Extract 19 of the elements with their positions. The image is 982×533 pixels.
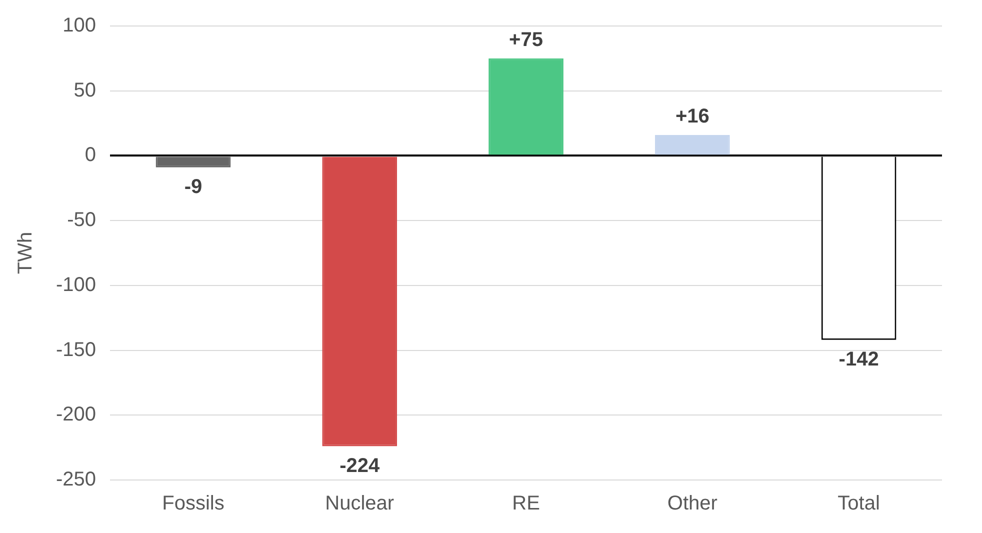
- x-tick-label: Fossils: [162, 492, 224, 515]
- x-tick-label: RE: [512, 492, 540, 515]
- y-tick-label: -250: [56, 468, 96, 491]
- x-tick-label: Other: [667, 492, 718, 515]
- data-label: -9: [184, 176, 202, 198]
- data-label: +75: [509, 28, 543, 51]
- y-tick-label: -50: [67, 209, 96, 232]
- y-tick-label: -150: [56, 338, 96, 361]
- y-axis-title: TWh: [14, 232, 37, 274]
- y-tick-label: 50: [74, 79, 96, 102]
- y-tick-label: -200: [56, 404, 96, 426]
- y-tick-label: 100: [62, 14, 96, 37]
- x-tick-label: Total: [838, 492, 880, 515]
- data-label: -142: [838, 348, 879, 370]
- y-tick-label: 0: [84, 144, 96, 166]
- x-tick-label: Nuclear: [325, 492, 394, 515]
- data-label: +16: [675, 105, 710, 128]
- data-label: -224: [340, 454, 381, 477]
- y-tick-label: -100: [56, 274, 96, 296]
